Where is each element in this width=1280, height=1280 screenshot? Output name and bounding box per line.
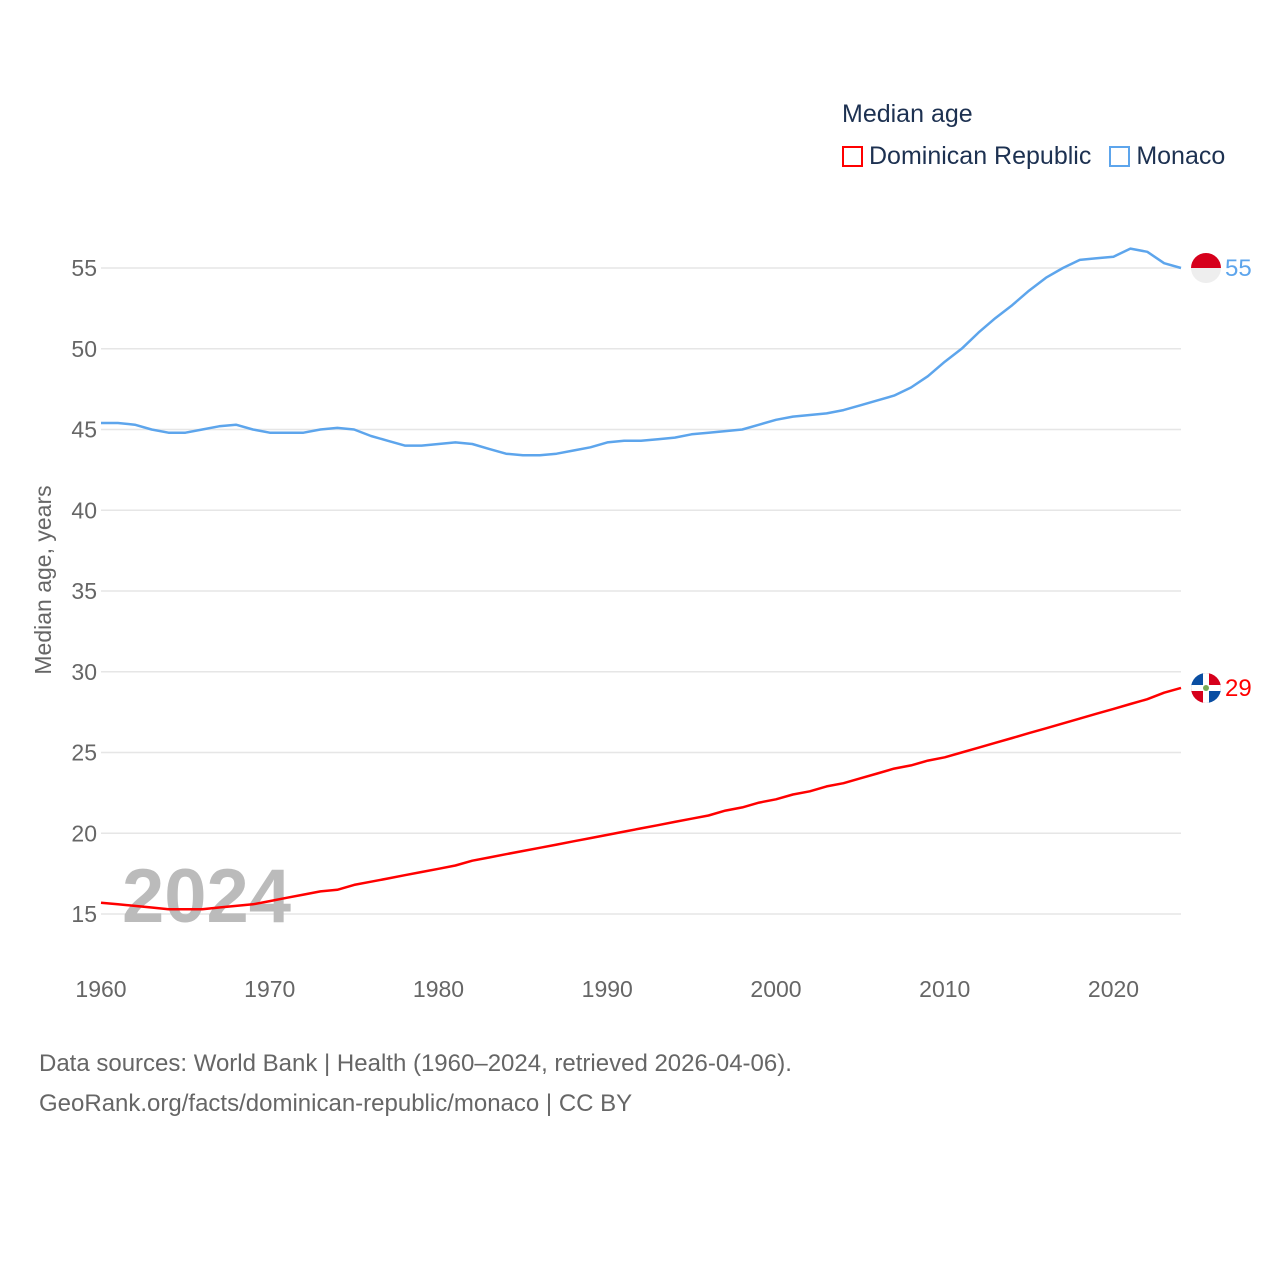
x-tick-label: 2020 (1088, 976, 1139, 1002)
legend: Dominican Republic Monaco (842, 142, 1225, 171)
legend-swatch (842, 146, 863, 167)
footer: Data sources: World Bank | Health (1960–… (39, 1044, 792, 1124)
x-tick-label: 1990 (582, 976, 633, 1002)
x-tick-label: 1960 (75, 976, 126, 1002)
y-axis-label: Median age, years (30, 485, 56, 674)
y-tick-label: 40 (71, 497, 97, 523)
legend-label: Monaco (1136, 142, 1226, 170)
series-line-dominican-republic[interactable] (100, 686, 1182, 911)
legend-item-monaco[interactable]: Monaco (1109, 142, 1225, 171)
data-source-text: Data sources: World Bank | Health (1960–… (39, 1050, 792, 1077)
x-tick-label: 2000 (750, 976, 801, 1002)
source-url-text[interactable]: GeoRank.org/facts/dominican-republic/mon… (39, 1090, 633, 1117)
x-tick-label: 2010 (919, 976, 970, 1002)
y-tick-label: 25 (71, 740, 97, 766)
monaco-flag-icon (1191, 253, 1221, 283)
y-tick-label: 15 (71, 901, 97, 927)
x-tick-label: 1970 (244, 976, 295, 1002)
y-tick-label: 45 (71, 417, 97, 443)
legend-swatch (1109, 146, 1131, 167)
end-value-label: 55 (1225, 255, 1252, 282)
y-tick-label: 20 (71, 820, 97, 846)
dominican-republic-flag-icon (1191, 673, 1221, 703)
year-watermark: 2024 (122, 854, 291, 939)
y-tick-label: 30 (71, 659, 97, 685)
legend-label: Dominican Republic (869, 142, 1092, 170)
y-tick-label: 50 (71, 336, 97, 362)
x-tick-label: 1980 (413, 976, 464, 1002)
end-value-label: 29 (1225, 675, 1252, 702)
y-tick-label: 55 (71, 255, 97, 281)
legend-title: Median age (842, 100, 973, 128)
legend-item-dominican-republic[interactable]: Dominican Republic (842, 142, 1091, 171)
series-line-monaco[interactable] (101, 247, 1182, 457)
y-tick-label: 35 (71, 578, 97, 604)
